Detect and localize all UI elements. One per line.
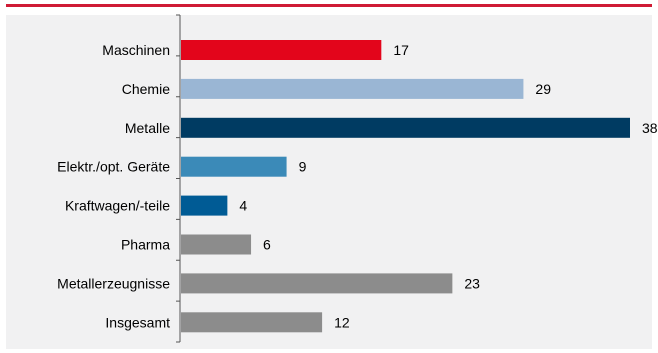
- bar: [181, 40, 382, 60]
- data-label: 6: [263, 237, 271, 253]
- data-label: 23: [464, 275, 480, 291]
- bar: [181, 312, 323, 333]
- category-label: Metallerzeugnisse: [57, 275, 170, 291]
- bar: [181, 78, 524, 99]
- category-label: Kraftwagen/-teile: [65, 198, 170, 214]
- bar: [181, 273, 453, 294]
- data-label: 4: [239, 198, 247, 214]
- category-label: Chemie: [122, 81, 170, 97]
- top-accent-rule: [6, 4, 652, 7]
- bar: [181, 117, 630, 138]
- category-label: Maschinen: [102, 42, 170, 58]
- category-label: Metalle: [125, 120, 170, 136]
- bar: [181, 195, 228, 216]
- category-label: Insgesamt: [105, 314, 170, 330]
- bar: [181, 156, 287, 177]
- data-label: 17: [393, 42, 409, 58]
- data-label: 9: [299, 159, 307, 175]
- bar: [181, 234, 252, 255]
- data-label: 38: [642, 120, 658, 136]
- category-label: Elektr./opt. Geräte: [57, 159, 170, 175]
- category-label: Pharma: [121, 237, 170, 253]
- data-label: 12: [334, 314, 350, 330]
- data-label: 29: [535, 81, 551, 97]
